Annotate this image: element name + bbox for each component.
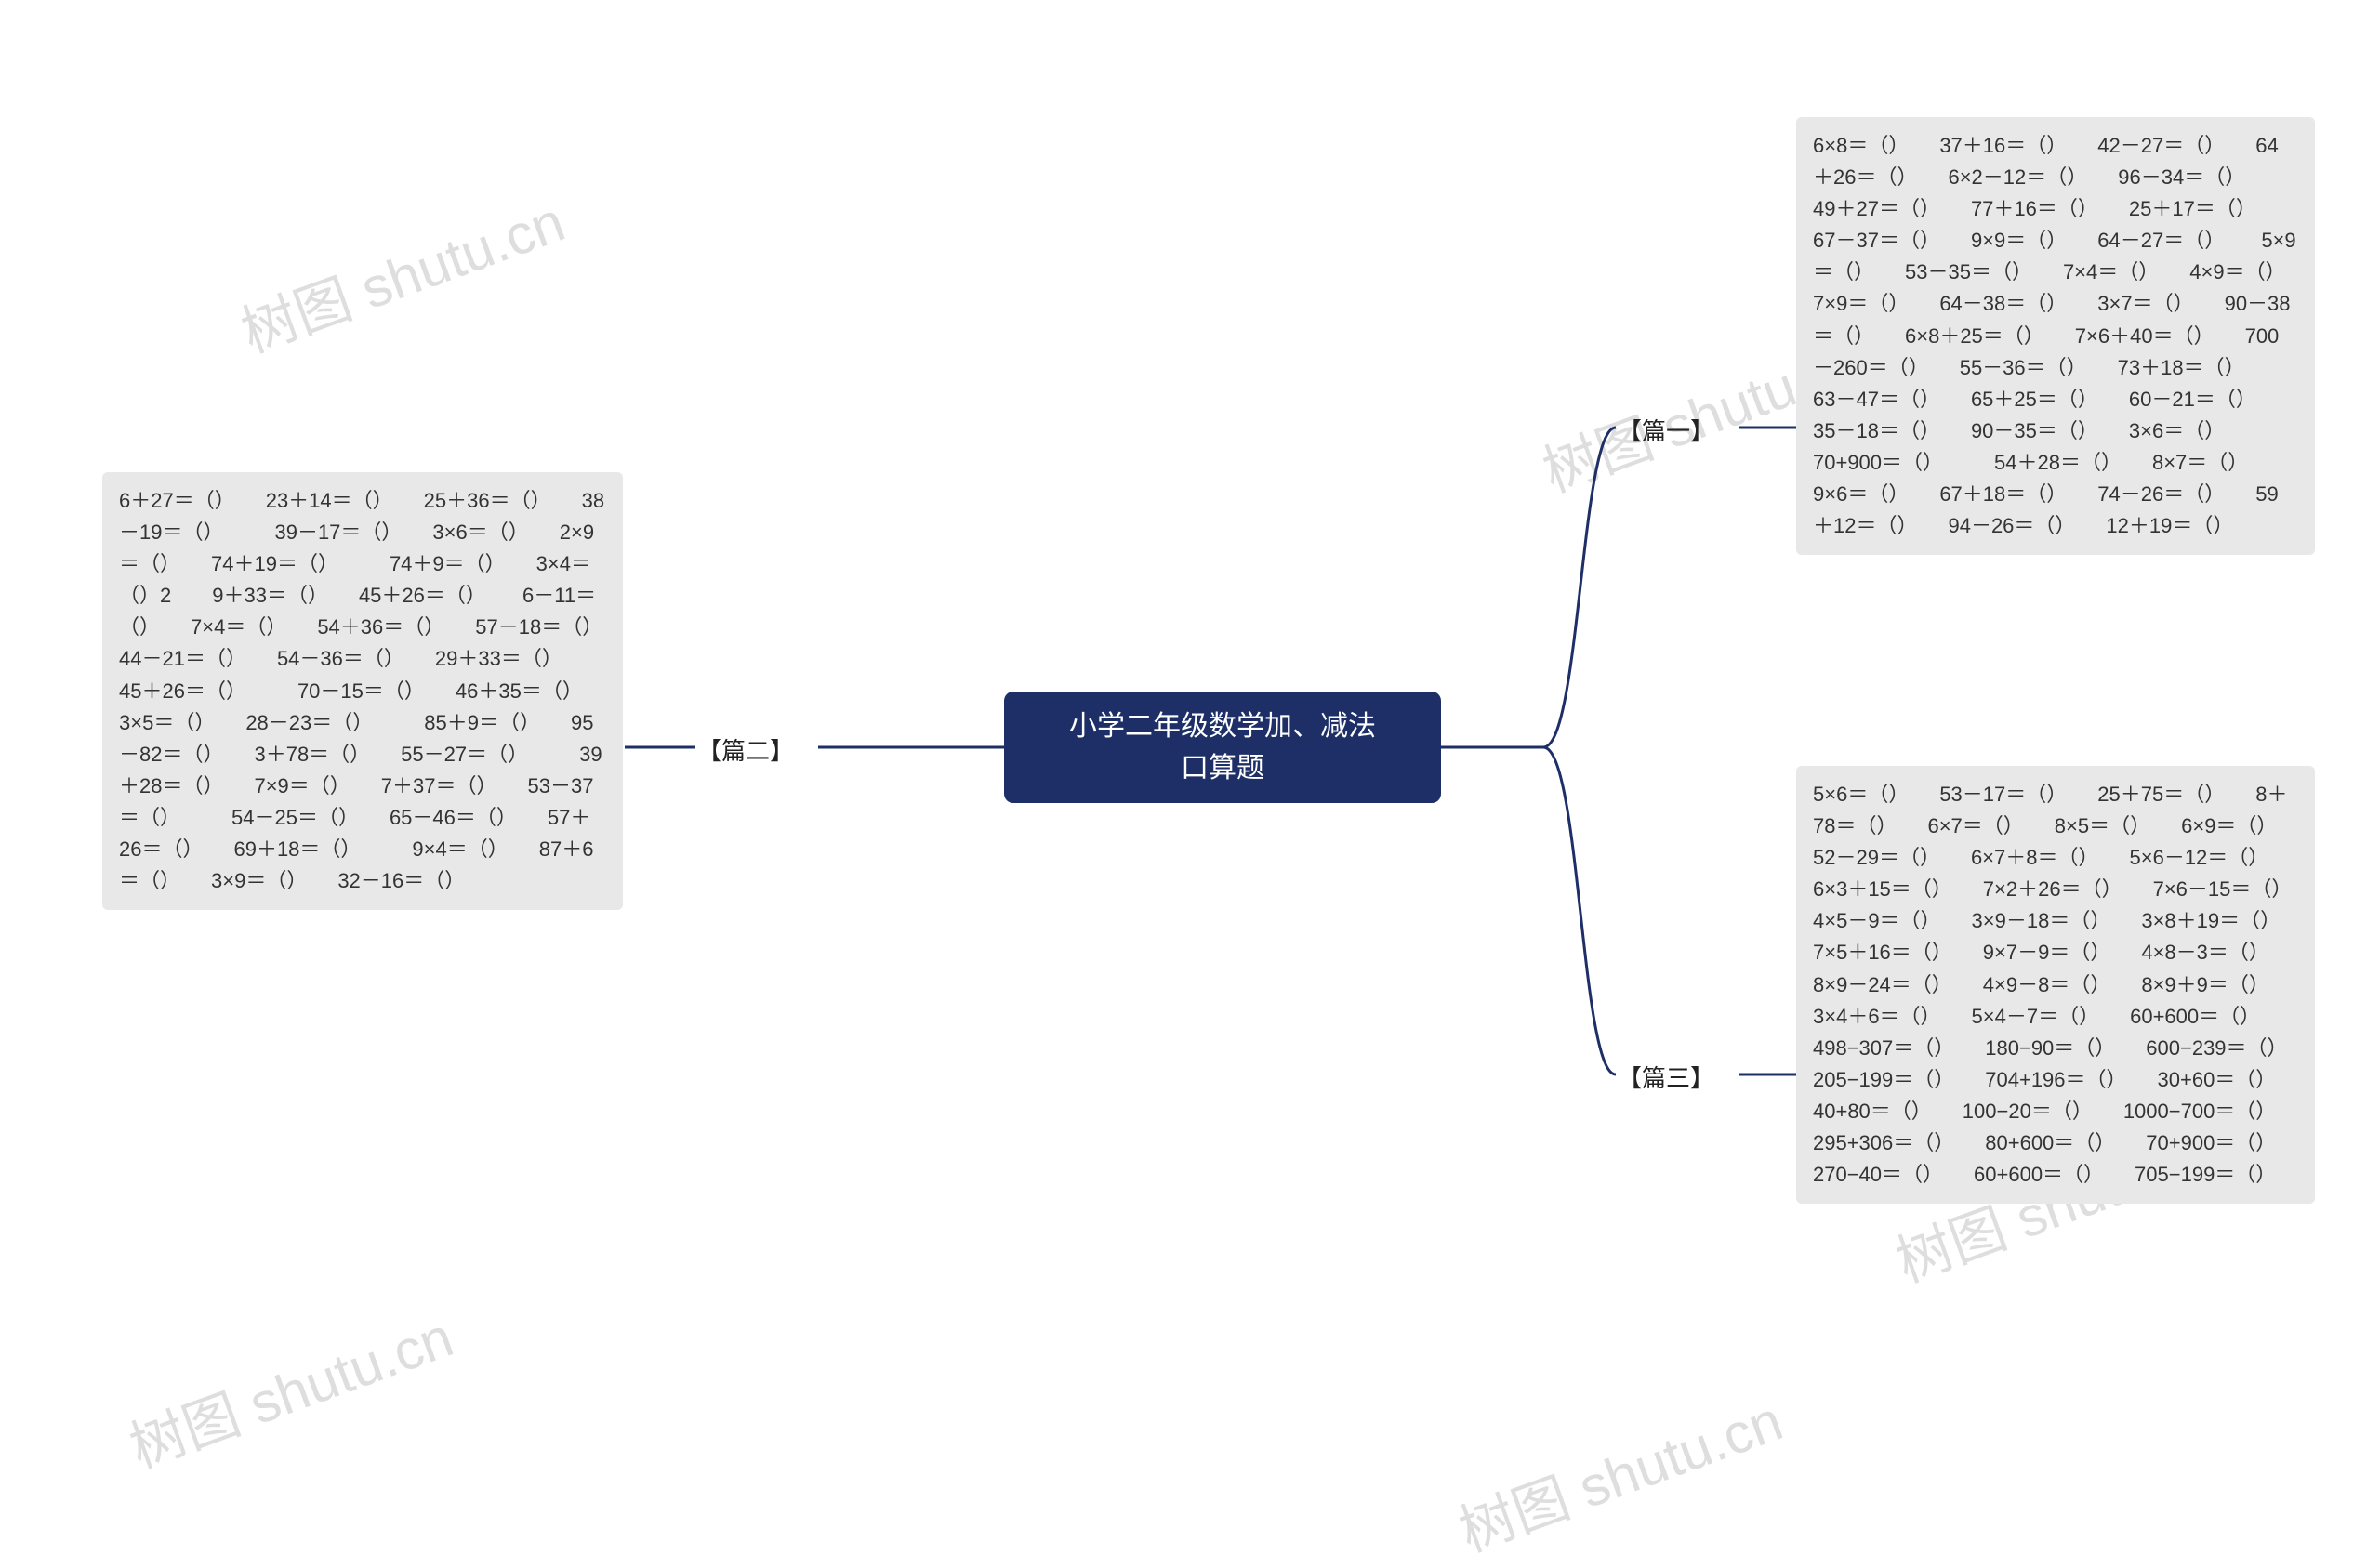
watermark: 树图 shutu.cn [117,1292,462,1483]
card-pian1: 6×8＝（） 37＋16＝（） 42－27＝（） 64＋26＝（） 6×2－12… [1796,117,2315,555]
central-node: 小学二年级数学加、减法 口算题 [1004,692,1441,803]
watermark: 树图 shutu.cn [1447,1376,1792,1567]
card-pian2: 6＋27＝（） 23＋14＝（） 25＋36＝（） 38－19＝（） 39－17… [102,472,623,910]
mindmap-canvas: 树图 shutu.cn 树图 shutu.cn 树图 shutu.cn 树图 s… [0,0,2380,1483]
branch-label-pian1: 【篇一】 [1618,413,1714,447]
branch-label-pian3: 【篇三】 [1618,1060,1714,1094]
card-pian3: 5×6＝（） 53－17＝（） 25＋75＝（） 8＋78＝（） 6×7＝（） … [1796,766,2315,1204]
branch-label-pian2: 【篇二】 [697,732,794,767]
watermark: 树图 shutu.cn [229,177,574,368]
